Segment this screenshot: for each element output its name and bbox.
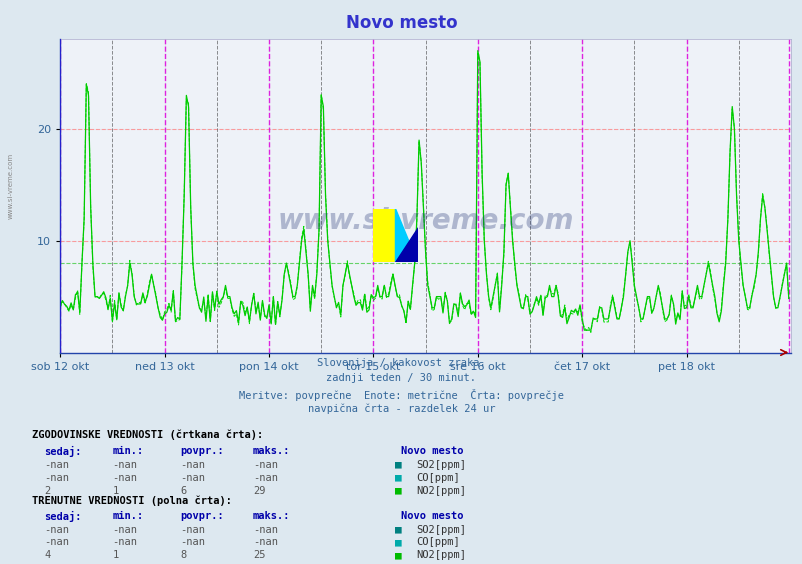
Text: 1: 1 — [112, 486, 119, 496]
Text: ■: ■ — [395, 537, 401, 548]
Text: povpr.:: povpr.: — [180, 446, 224, 456]
Text: ■: ■ — [395, 473, 401, 483]
Text: -nan: -nan — [180, 460, 205, 470]
Text: CO[ppm]: CO[ppm] — [415, 537, 459, 548]
Text: www.si-vreme.com: www.si-vreme.com — [277, 207, 573, 235]
Text: TRENUTNE VREDNOSTI (polna črta):: TRENUTNE VREDNOSTI (polna črta): — [32, 495, 232, 506]
Text: Novo mesto: Novo mesto — [401, 446, 464, 456]
Text: 4: 4 — [44, 550, 51, 561]
Text: ■: ■ — [395, 486, 401, 496]
Polygon shape — [395, 227, 417, 262]
Text: ■: ■ — [395, 550, 401, 561]
Text: -nan: -nan — [180, 537, 205, 548]
Text: ■: ■ — [395, 460, 401, 470]
Text: NO2[ppm]: NO2[ppm] — [415, 550, 465, 561]
Text: povpr.:: povpr.: — [180, 511, 224, 521]
Text: 2: 2 — [44, 486, 51, 496]
Text: ZGODOVINSKE VREDNOSTI (črtkana črta):: ZGODOVINSKE VREDNOSTI (črtkana črta): — [32, 430, 263, 440]
Text: CO[ppm]: CO[ppm] — [415, 473, 459, 483]
Polygon shape — [373, 209, 395, 262]
Text: SO2[ppm]: SO2[ppm] — [415, 525, 465, 535]
Text: -nan: -nan — [112, 460, 137, 470]
Text: -nan: -nan — [44, 460, 69, 470]
Text: -nan: -nan — [112, 537, 137, 548]
Text: sedaj:: sedaj: — [44, 446, 82, 457]
Text: 6: 6 — [180, 486, 187, 496]
Text: maks.:: maks.: — [253, 446, 290, 456]
Text: min.:: min.: — [112, 511, 144, 521]
Text: -nan: -nan — [253, 537, 277, 548]
Text: -nan: -nan — [253, 473, 277, 483]
Text: SO2[ppm]: SO2[ppm] — [415, 460, 465, 470]
Polygon shape — [395, 209, 417, 262]
Text: -nan: -nan — [180, 473, 205, 483]
Text: Slovenija / kakovost zraka.: Slovenija / kakovost zraka. — [317, 358, 485, 368]
Text: Meritve: povprečne  Enote: metrične  Črta: povprečje: Meritve: povprečne Enote: metrične Črta:… — [239, 389, 563, 400]
Text: 1: 1 — [112, 550, 119, 561]
Text: ■: ■ — [395, 525, 401, 535]
Text: min.:: min.: — [112, 446, 144, 456]
Text: -nan: -nan — [253, 525, 277, 535]
Text: maks.:: maks.: — [253, 511, 290, 521]
Text: navpična črta - razdelek 24 ur: navpična črta - razdelek 24 ur — [307, 404, 495, 415]
Text: NO2[ppm]: NO2[ppm] — [415, 486, 465, 496]
Text: -nan: -nan — [44, 537, 69, 548]
Text: Novo mesto: Novo mesto — [345, 14, 457, 32]
Text: -nan: -nan — [180, 525, 205, 535]
Text: -nan: -nan — [112, 473, 137, 483]
Text: Novo mesto: Novo mesto — [401, 511, 464, 521]
Text: 29: 29 — [253, 486, 265, 496]
Text: -nan: -nan — [112, 525, 137, 535]
Text: sedaj:: sedaj: — [44, 511, 82, 522]
Text: zadnji teden / 30 minut.: zadnji teden / 30 minut. — [326, 373, 476, 384]
Text: 25: 25 — [253, 550, 265, 561]
Text: -nan: -nan — [253, 460, 277, 470]
Text: -nan: -nan — [44, 473, 69, 483]
Text: 8: 8 — [180, 550, 187, 561]
Text: www.si-vreme.com: www.si-vreme.com — [7, 153, 14, 219]
Text: -nan: -nan — [44, 525, 69, 535]
